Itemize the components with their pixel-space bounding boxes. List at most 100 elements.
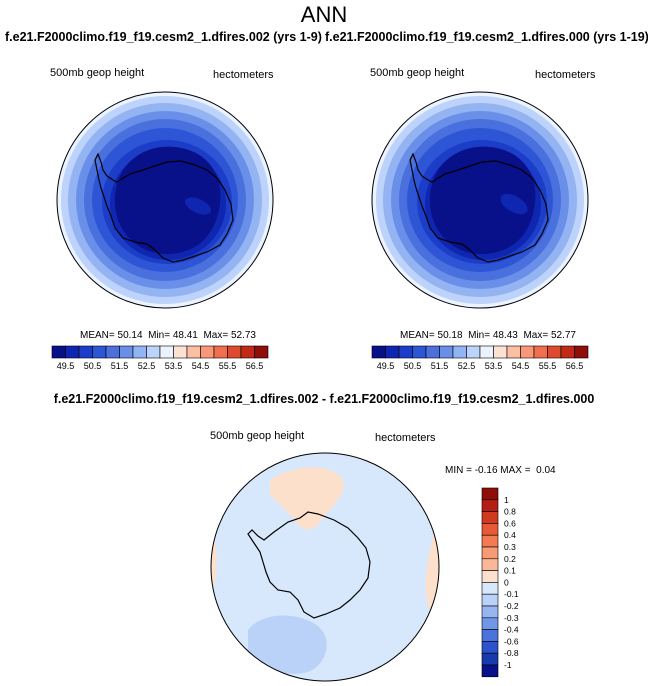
diff-colorbar-box-2 xyxy=(481,511,499,524)
diff-colorbar-box-11 xyxy=(481,617,499,630)
difference-title: f.e21.F2000climo.f19_f19.cesm2_1.dfires.… xyxy=(53,392,595,406)
diff-positive-left xyxy=(211,530,217,605)
left-band-9 xyxy=(114,146,221,255)
diff-colorbar-tick-label: -0.3 xyxy=(504,613,519,623)
diff-colorbar-tick-label: 0 xyxy=(504,577,509,587)
left-colorbar-box-4 xyxy=(105,345,120,359)
right-variable-label: 500mb geop height xyxy=(370,67,465,79)
right-colorbar-box-14 xyxy=(560,345,575,359)
diff-colorbar-tick-label: 0.1 xyxy=(504,566,516,576)
right-coastline xyxy=(409,152,549,263)
right-colorbar-box-11 xyxy=(520,345,535,359)
right-band-high xyxy=(500,193,528,215)
diff-colorbar-box-9 xyxy=(481,593,499,607)
right-colorbar-box-8 xyxy=(479,345,494,359)
right-colorbar-box-5 xyxy=(439,345,454,359)
diff-colorbar-box-13 xyxy=(481,641,499,654)
diff-colorbar-tick-label: 0.2 xyxy=(504,554,516,564)
right-colorbar-box-1 xyxy=(385,345,400,359)
left-colorbar: 49.5 50.5 51.5 52.5 53.5 54.5 55.5 56.5 xyxy=(51,345,269,371)
diff-colorbar-tick-label: -1 xyxy=(504,660,512,670)
diff-colorbar-box-5 xyxy=(481,546,499,560)
diff-variable-label: 500mb geop height xyxy=(210,430,305,442)
right-colorbar-box-15 xyxy=(574,345,589,359)
left-units-label: hectometers xyxy=(213,69,274,81)
right-colorbar-box-2 xyxy=(398,345,413,359)
right-colorbar-box-13 xyxy=(547,345,562,359)
left-colorbar-box-3 xyxy=(92,345,107,359)
left-map-border xyxy=(56,91,274,309)
diff-units-label: hectometers xyxy=(375,432,436,444)
right-colorbar-tick-label: 51.5 xyxy=(431,361,449,371)
left-coastline xyxy=(94,152,234,263)
left-colorbar-tick-label: 54.5 xyxy=(192,361,210,371)
right-band-9 xyxy=(429,146,536,255)
left-colorbar-box-10 xyxy=(186,345,201,359)
right-mean-value: 50.18 xyxy=(437,330,463,341)
diff-colorbar-box-10 xyxy=(481,605,499,619)
diff-colorbar-tick-label: -0.6 xyxy=(504,636,519,646)
right-colorbar-tick-label: 50.5 xyxy=(404,361,422,371)
left-colorbar-tick-label: 52.5 xyxy=(138,361,156,371)
left-colorbar-box-14 xyxy=(240,345,255,359)
left-map xyxy=(56,91,274,309)
left-colorbar-tick-label: 50.5 xyxy=(84,361,102,371)
diff-stats: MIN = -0.16 MAX = 0.04 xyxy=(445,465,556,476)
left-colorbar-box-2 xyxy=(78,345,93,359)
right-map xyxy=(371,91,589,309)
right-map-border xyxy=(371,91,589,309)
left-colorbar-tick-label: 49.5 xyxy=(57,361,75,371)
left-stats: MEAN= 50.14 Min= 48.41 Max= 52.73 xyxy=(80,330,256,341)
right-colorbar-box-12 xyxy=(533,345,548,359)
left-mean-label: MEAN= xyxy=(80,330,115,341)
right-stats: MEAN= 50.18 Min= 48.43 Max= 52.77 xyxy=(400,330,576,341)
right-colorbar-tick-label: 53.5 xyxy=(485,361,503,371)
diff-colorbar-tick-label: 0.4 xyxy=(504,530,516,540)
left-colorbar-box-11 xyxy=(200,345,215,359)
right-colorbar: 49.5 50.5 51.5 52.5 53.5 54.5 55.5 56.5 xyxy=(371,345,589,371)
diff-colorbar-tick-label: -0.4 xyxy=(504,625,519,635)
right-max-value: 52.77 xyxy=(550,330,576,341)
right-colorbar-tick-label: 49.5 xyxy=(377,361,395,371)
diff-colorbar-tick-label: 1 xyxy=(504,495,509,505)
right-colorbar-tick-label: 56.5 xyxy=(566,361,584,371)
left-colorbar-box-0 xyxy=(51,345,66,359)
diff-colorbar-tick-label: 0.3 xyxy=(504,542,516,552)
left-colorbar-box-15 xyxy=(254,345,269,359)
difference-colorbar: 1 0.80.6 0.4 0.3 0.2 0.10 -0.1 -0.2 -0.3 -0.4-0.6… xyxy=(481,487,519,678)
diff-colorbar-box-0 xyxy=(481,487,499,501)
right-units-label: hectometers xyxy=(535,69,596,81)
diff-colorbar-box-14 xyxy=(481,652,499,666)
left-mean-value: 50.14 xyxy=(117,330,143,341)
right-panel-title: f.e21.F2000climo.f19_f19.cesm2_1.dfires.… xyxy=(325,30,648,44)
diff-colorbar-box-7 xyxy=(481,570,499,583)
diff-colorbar-tick-label: 0.8 xyxy=(504,507,516,517)
left-colorbar-box-7 xyxy=(146,345,161,359)
diff-coastline xyxy=(247,511,371,619)
right-colorbar-box-4 xyxy=(425,345,440,359)
diff-colorbar-box-1 xyxy=(481,499,499,512)
left-colorbar-tick-label: 53.5 xyxy=(165,361,183,371)
left-colorbar-box-5 xyxy=(119,345,134,359)
diff-positive-right xyxy=(425,510,439,625)
left-colorbar-tick-label: 55.5 xyxy=(219,361,237,371)
page-title: ANN xyxy=(300,2,348,27)
diff-map-border xyxy=(210,452,440,682)
diff-colorbar-tick-label: 0.6 xyxy=(504,518,516,528)
diff-negative-bottom xyxy=(248,615,327,674)
diff-colorbar-tick-label: -0.2 xyxy=(504,601,519,611)
diff-colorbar-box-6 xyxy=(481,558,499,571)
left-colorbar-tick-label: 51.5 xyxy=(111,361,129,371)
diff-colorbar-box-3 xyxy=(481,523,499,536)
diff-positive-top xyxy=(270,467,344,530)
right-colorbar-box-9 xyxy=(493,345,508,359)
left-colorbar-box-13 xyxy=(227,345,242,359)
diff-colorbar-tick-label: -0.8 xyxy=(504,648,519,658)
right-colorbar-box-0 xyxy=(371,345,386,359)
right-max-label: Max= xyxy=(523,330,549,341)
left-colorbar-box-6 xyxy=(132,345,147,359)
right-mean-label: MEAN= xyxy=(400,330,435,341)
left-min-label: Min= xyxy=(148,330,171,341)
left-colorbar-tick-label: 56.5 xyxy=(246,361,264,371)
diff-colorbar-box-4 xyxy=(481,534,499,548)
